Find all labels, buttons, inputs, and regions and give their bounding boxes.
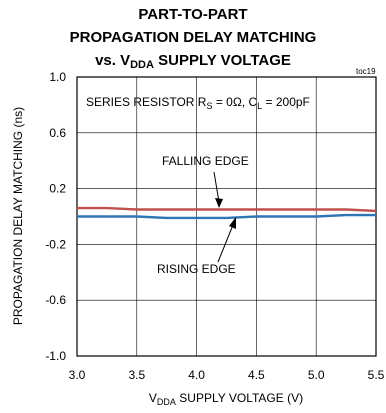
condition-label: SERIES RESISTOR RS = 0Ω, CL = 200pF [86, 95, 310, 111]
chart-title-prefix: vs. V [95, 52, 131, 69]
x-tick-label: 3.5 [128, 368, 145, 382]
chart-title-line-3: vs. VDDA SUPPLY VOLTAGE [0, 52, 386, 74]
rising-edge-label: RISING EDGE [157, 262, 236, 276]
chart-title-subscript: DDA [130, 59, 154, 71]
x-tick-label: 3.0 [69, 368, 86, 382]
series-line-1 [77, 206, 377, 213]
series-line-2 [77, 213, 376, 220]
x-axis-label-sub: DDA [157, 397, 176, 407]
chart-title-line-1: PART-TO-PART [138, 6, 248, 23]
x-tick-label: 5.0 [308, 368, 325, 382]
falling-edge-arrowhead [215, 198, 223, 208]
chart-title-line-2: PROPAGATION DELAY MATCHING [69, 29, 317, 46]
condition-sub-2: L [257, 101, 262, 111]
y-tick-labels: 1.0 0.6 0.2 -0.2 -0.6 -1.0 [45, 70, 66, 363]
x-tick-label: 4.5 [248, 368, 265, 382]
y-tick-label: 0.6 [49, 126, 66, 140]
rising-edge-arrow [217, 224, 234, 263]
condition-part-2: = 0Ω, C [213, 95, 258, 109]
figure-tag: toc19 [356, 67, 376, 76]
condition-part-1: SERIES RESISTOR R [86, 95, 207, 109]
y-tick-label: 0.2 [49, 182, 66, 196]
y-tick-label: -0.2 [45, 237, 66, 251]
y-tick-label: -0.6 [45, 293, 66, 307]
x-axis-label-rest: SUPPLY VOLTAGE (V) [176, 391, 303, 405]
grid [77, 77, 376, 356]
x-axis-label-main: V [149, 391, 157, 405]
condition-part-3: = 200pF [262, 95, 310, 109]
y-tick-label: 1.0 [49, 70, 66, 84]
chart-title-suffix: SUPPLY VOLTAGE [153, 52, 291, 69]
falling-edge-label: FALLING EDGE [162, 154, 249, 168]
falling-edge-arrow [213, 171, 220, 203]
series-group [77, 206, 377, 220]
x-tick-labels: 3.0 3.5 4.0 4.5 5.0 5.5 [69, 368, 385, 382]
x-tick-label: 4.0 [188, 368, 205, 382]
condition-sub-1: S [206, 101, 212, 111]
y-tick-label: -1.0 [45, 349, 66, 363]
x-tick-label: 5.5 [368, 368, 385, 382]
rising-edge-arrowhead [229, 217, 236, 229]
x-axis-label: VDDA SUPPLY VOLTAGE (V) [149, 391, 303, 407]
y-axis-label: PROPAGATION DELAY MATCHING (ns) [11, 107, 25, 325]
